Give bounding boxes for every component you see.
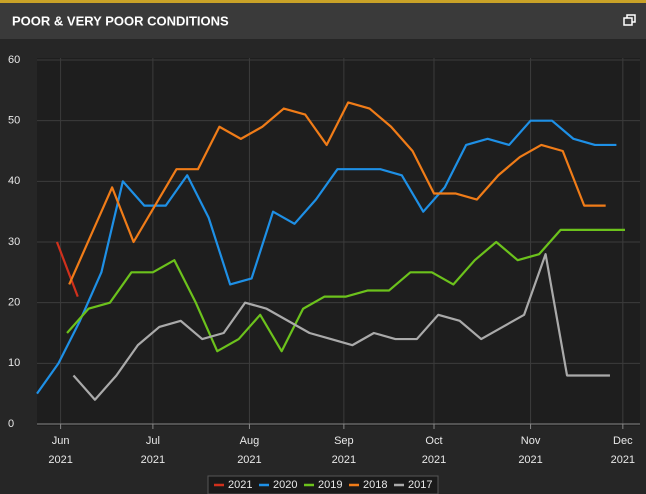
line-series	[55, 241, 79, 297]
chart-title: POOR & VERY POOR CONDITIONS	[12, 13, 229, 28]
legend-label: 2019	[318, 479, 342, 491]
line-series	[66, 228, 625, 353]
y-tick-label: 10	[8, 357, 20, 369]
x-tick-label: Sep	[334, 435, 354, 447]
line-series	[36, 119, 617, 395]
x-tick-label: Dec	[613, 435, 633, 447]
y-tick-label: 40	[8, 175, 20, 187]
x-tick-year: 2021	[518, 454, 542, 466]
x-tick-year: 2021	[332, 454, 356, 466]
y-tick-label: 0	[8, 418, 14, 430]
x-tick-label: Aug	[240, 435, 260, 447]
x-tick-label: Jun	[52, 435, 70, 447]
legend-label: 2018	[363, 479, 387, 491]
header-bar	[0, 3, 646, 39]
x-tick-year: 2021	[48, 454, 72, 466]
x-tick-year: 2021	[611, 454, 635, 466]
y-tick-label: 50	[8, 115, 20, 127]
top-border	[0, 0, 646, 3]
x-tick-label: Nov	[521, 435, 541, 447]
expand-icon[interactable]	[623, 14, 636, 26]
x-tick-year: 2021	[141, 454, 165, 466]
y-tick-label: 30	[8, 236, 20, 248]
x-tick-year: 2021	[422, 454, 446, 466]
legend-label: 2020	[273, 479, 297, 491]
x-tick-year: 2021	[237, 454, 261, 466]
line-series	[72, 253, 610, 401]
line-series	[68, 101, 606, 285]
x-tick-label: Jul	[146, 435, 160, 447]
legend-box	[207, 475, 439, 494]
y-tick-label: 20	[8, 297, 20, 309]
legend-label: 2021	[228, 479, 252, 491]
y-tick-label: 60	[8, 54, 20, 66]
legend-label: 2017	[408, 479, 432, 491]
x-tick-label: Oct	[425, 435, 442, 447]
